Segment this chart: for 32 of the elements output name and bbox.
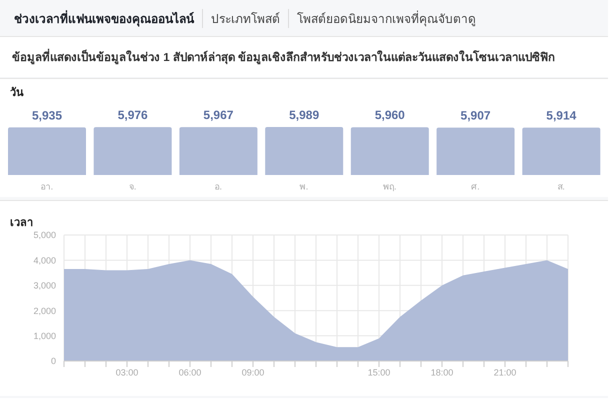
- data-label: 5,967: [203, 108, 234, 122]
- x-tick-label: 18:00: [430, 367, 454, 378]
- x-tick-label: พ.: [300, 181, 308, 192]
- data-label: 5,907: [460, 108, 491, 123]
- x-tick-label: 03:00: [116, 367, 138, 378]
- data-label: 5,989: [289, 108, 320, 122]
- y-tick-label: 0: [50, 356, 56, 366]
- x-tick-label: 21:00: [494, 367, 516, 378]
- x-tick-label: ศ.: [471, 181, 480, 192]
- text: ช่วงเวลาที่แฟนเพจของคุณออนไลน์: [6, 8, 203, 28]
- y-tick-label: 2,000: [33, 306, 56, 316]
- chart-title: วัน: [10, 86, 24, 101]
- data-label: 5,960: [374, 108, 406, 122]
- y-tick-label: 1,000: [33, 330, 56, 341]
- y-tick-label: 5,000: [33, 230, 56, 240]
- x-tick-label: ส.: [557, 181, 565, 192]
- text: ประเภทโพสต์: [203, 8, 289, 28]
- y-tick-label: 4,000: [33, 255, 56, 266]
- data-label: 5,976: [118, 108, 148, 122]
- x-tick-label: อา.: [40, 181, 54, 192]
- x-tick-label: 06:00: [178, 367, 202, 378]
- text: โพสต์ยอดนิยมจากเพจที่คุณจับตาดู: [296, 10, 477, 28]
- chart-title: เวลา: [10, 216, 33, 231]
- data-label: 5,914: [546, 108, 577, 123]
- x-tick-label: พฤ.: [382, 181, 396, 192]
- x-tick-label: 15:00: [368, 367, 390, 378]
- text: ข้อมูลที่แสดงเป็นข้อมูลในช่วง 1 สัปดาห์ล่าสุด ข้อมูลเชิงลึกสำหรับช่วงเวลาในแต่ละวันแสดงในโซนเวลาแปซิฟิก: [0, 37, 608, 77]
- data-label: 5,935: [32, 108, 62, 122]
- x-tick-label: จ.: [128, 181, 136, 192]
- x-tick-label: 09:00: [242, 367, 264, 378]
- y-tick-label: 3,000: [33, 280, 56, 291]
- x-tick-label: อ.: [214, 181, 222, 192]
